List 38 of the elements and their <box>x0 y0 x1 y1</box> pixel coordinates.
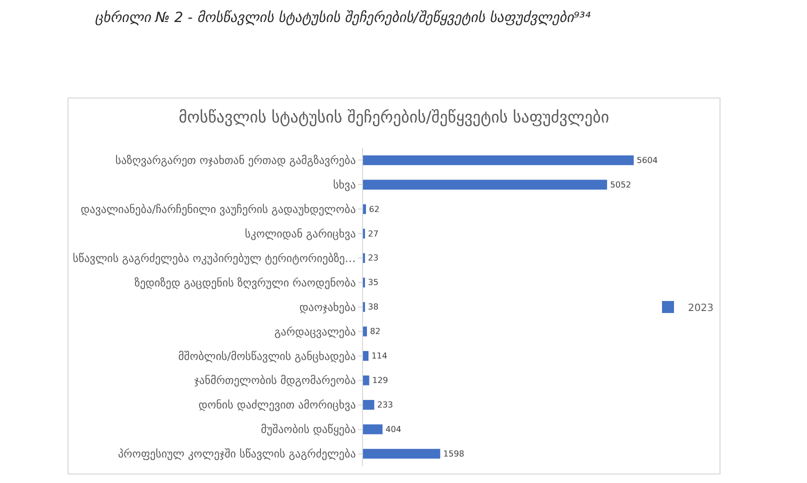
bar <box>363 180 608 190</box>
data-label: 5052 <box>610 179 632 190</box>
y-tick-label: საზღვარგარეთ ოჯახთან ერთად გამგზავრება <box>115 154 356 168</box>
y-tick-label: ზედიზედ გაცდენის ზღვრული რაოდენობა <box>134 276 356 290</box>
y-tick-label: დაოჯახება <box>299 300 356 314</box>
y-tick-label: სხვა <box>333 178 356 192</box>
y-tick-label: სწავლის გაგრძელება ოკუპირებულ ტერიტორიებზე… <box>72 252 356 265</box>
bar <box>363 351 369 361</box>
data-label: 129 <box>372 375 388 386</box>
y-tick-label: დავალიანება/ჩარჩენილი ვაუჩერის გადაუხდელობა <box>80 203 356 216</box>
data-label: 114 <box>372 350 388 361</box>
y-tick-label: ჯანმრთელობის მდგომარეობა <box>194 374 356 388</box>
data-label: 62 <box>369 204 380 214</box>
bar <box>363 448 440 459</box>
data-label: 233 <box>377 399 394 410</box>
data-label: 404 <box>386 424 402 434</box>
bar <box>363 400 374 410</box>
data-label: 35 <box>368 277 379 288</box>
bar <box>363 424 383 434</box>
chart-title: მოსწავლის სტატუსის შეჩერების/შეწყვეტის საფუძვლები <box>178 108 610 127</box>
data-label: 5604 <box>636 154 658 165</box>
bar <box>363 326 367 336</box>
y-tick-label: მუშაობის დაწყება <box>260 423 356 436</box>
bar <box>363 375 370 386</box>
bar <box>363 204 366 214</box>
y-tick-label: გარდაცვალება <box>274 325 356 338</box>
y-tick-label: მშობლის/მოსწავლის განცხადება <box>178 350 356 363</box>
data-label: 38 <box>368 302 379 312</box>
y-tick-label: პროფესიულ კოლეჯში სწავლის გაგრძელება <box>118 448 356 461</box>
y-tick-label: სკოლიდან გარიცხვა <box>244 227 356 240</box>
legend-label: 2023 <box>688 302 714 314</box>
data-label: 1598 <box>443 448 464 458</box>
data-label: 82 <box>370 326 380 336</box>
bar <box>363 155 634 166</box>
y-tick-label: დონის დაძლევით ამორიცხვა <box>198 398 356 412</box>
data-label: 23 <box>368 252 379 263</box>
data-label: 27 <box>368 228 379 238</box>
text: ცხრილი № 2 - მოსწავლის სტატუსის შეჩერების/შეწყვეტის საფუძვლები⁹³⁴ <box>94 10 592 26</box>
